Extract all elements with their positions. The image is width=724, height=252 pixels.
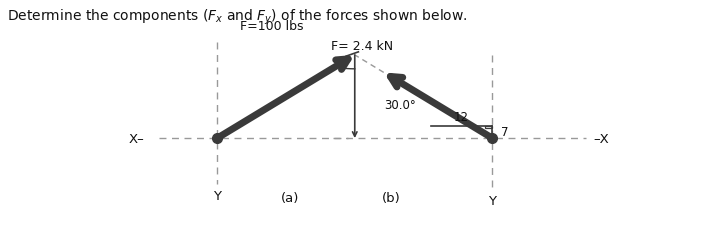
Text: (a): (a) bbox=[280, 192, 299, 204]
Text: Determine the components ($F_x$ and $F_y$) of the forces shown below.: Determine the components ($F_x$ and $F_y… bbox=[7, 8, 468, 27]
Text: F=100 lbs: F=100 lbs bbox=[240, 20, 304, 33]
Text: –X: –X bbox=[594, 132, 610, 145]
Text: 7: 7 bbox=[501, 126, 508, 139]
Text: F= 2.4 kN: F= 2.4 kN bbox=[331, 40, 393, 53]
Text: 30.0°: 30.0° bbox=[384, 99, 416, 112]
Bar bbox=[485, 126, 492, 129]
Text: X–: X– bbox=[129, 132, 145, 145]
Text: (b): (b) bbox=[382, 192, 400, 204]
Text: Y: Y bbox=[213, 189, 222, 202]
Text: 12: 12 bbox=[454, 110, 469, 123]
Text: Y: Y bbox=[488, 194, 497, 207]
